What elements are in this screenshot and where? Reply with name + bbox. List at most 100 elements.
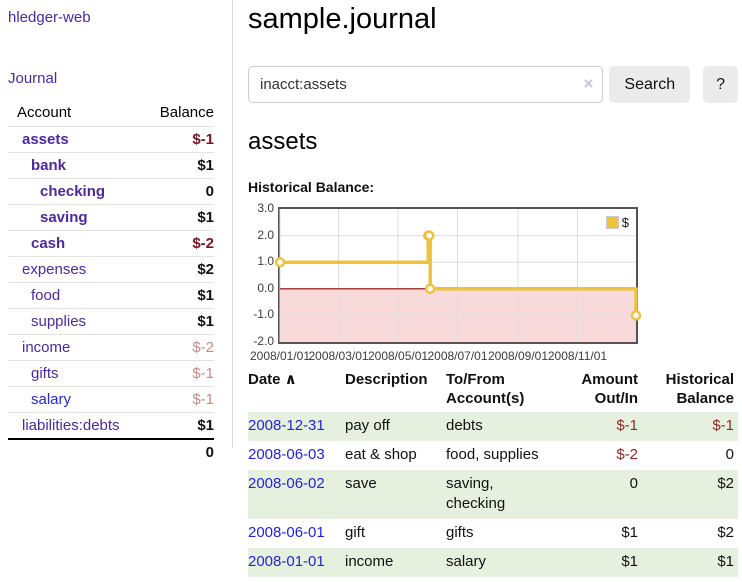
transaction-balance: 0 bbox=[725, 446, 734, 463]
account-row: cash $-2 bbox=[8, 230, 214, 256]
chart-series bbox=[274, 209, 642, 342]
account-balance: $1 bbox=[197, 417, 214, 434]
account-balance: $1 bbox=[197, 209, 214, 226]
account-balance: $1 bbox=[197, 287, 214, 304]
column-header-to-from-account-s-[interactable]: To/From Account(s) bbox=[446, 371, 525, 407]
sidebar-account-link-food[interactable]: food bbox=[31, 287, 61, 304]
y-axis-tick-label: 1.0 bbox=[257, 254, 274, 269]
column-header-amount-out-in[interactable]: Amount Out/In bbox=[581, 371, 638, 407]
transactions-header-row: Date ∧ Description To/From Account(s) Amoun… bbox=[248, 366, 738, 412]
x-axis-tick-label: 2008/09/01 bbox=[487, 349, 548, 363]
transaction-date-link[interactable]: 2008-06-03 bbox=[248, 446, 325, 463]
search-input[interactable] bbox=[248, 66, 604, 103]
transactions-body: 2008-12-31 pay off debts $-1 $-1 2008-06-03 ea… bbox=[248, 412, 738, 577]
account-balance: $-1 bbox=[192, 365, 214, 382]
balance-chart: 3.0 2.0 1.0 0.0 -1.0 -2.0 $ 2008/01/01 2008/03… bbox=[248, 201, 738, 363]
account-balance: $-2 bbox=[192, 235, 214, 252]
legend-swatch-icon bbox=[605, 216, 619, 229]
x-axis-tick-label: 2008/11/01 bbox=[547, 349, 608, 363]
transaction-amount: $1 bbox=[621, 524, 638, 541]
sidebar-account-link-supplies[interactable]: supplies bbox=[31, 313, 87, 330]
sidebar-account-link-liabilities-debts[interactable]: liabilities:debts bbox=[22, 417, 120, 434]
account-row: food $1 bbox=[8, 282, 214, 308]
account-column-header: Account bbox=[17, 104, 72, 121]
transaction-accounts: gifts bbox=[446, 524, 474, 541]
account-balance: $1 bbox=[197, 157, 214, 174]
account-row: saving $1 bbox=[8, 204, 214, 230]
sidebar-account-link-saving[interactable]: saving bbox=[40, 209, 88, 226]
clear-search-icon[interactable]: × bbox=[583, 74, 594, 93]
search-form: × Search ? bbox=[248, 66, 738, 103]
account-row: expenses $2 bbox=[8, 256, 214, 282]
account-row: salary $-1 bbox=[8, 386, 214, 412]
transaction-balance: $1 bbox=[717, 553, 734, 570]
y-axis-tick-label: 2.0 bbox=[257, 227, 274, 242]
transaction-description: pay off bbox=[345, 417, 390, 434]
sidebar-account-link-cash[interactable]: cash bbox=[31, 235, 66, 252]
transaction-date-link[interactable]: 2008-12-31 bbox=[248, 417, 325, 434]
account-row: supplies $1 bbox=[8, 308, 214, 334]
main-panel: sample.journal × Search ? assets Histori… bbox=[248, 0, 738, 577]
transaction-description: gift bbox=[345, 524, 366, 541]
sidebar-account-link-gifts[interactable]: gifts bbox=[31, 365, 59, 382]
transaction-date-link[interactable]: 2008-06-02 bbox=[248, 475, 325, 492]
column-header-description[interactable]: Description bbox=[345, 371, 428, 388]
x-axis-tick-label: 2008/01/01 bbox=[249, 349, 311, 363]
y-axis-tick-label: 3.0 bbox=[257, 201, 274, 215]
y-axis-tick-label: -1.0 bbox=[253, 307, 274, 322]
sidebar-account-link-checking[interactable]: checking bbox=[40, 183, 106, 200]
y-axis-tick-label: 0.0 bbox=[257, 280, 274, 295]
x-axis-tick-label: 2008/07/01 bbox=[427, 349, 488, 363]
transaction-balance: $-1 bbox=[712, 417, 734, 434]
transaction-amount: $-2 bbox=[616, 446, 638, 463]
accounts-table-header: Account Balance bbox=[8, 101, 214, 126]
help-button[interactable]: ? bbox=[703, 66, 738, 103]
sidebar-account-link-assets[interactable]: assets bbox=[22, 131, 69, 148]
transaction-accounts: saving, checking bbox=[446, 475, 506, 512]
balance-column-header: Balance bbox=[159, 104, 214, 121]
transaction-amount: $1 bbox=[621, 553, 638, 570]
account-row: checking 0 bbox=[8, 178, 214, 204]
account-page-title: assets bbox=[248, 128, 318, 155]
sidebar-account-link-income[interactable]: income bbox=[22, 339, 71, 356]
accounts-rows: assets $-1 bank $1 checking 0 saving $1 cash $-2 e… bbox=[8, 126, 214, 438]
transaction-accounts: salary bbox=[446, 553, 487, 570]
transaction-balance: $2 bbox=[717, 475, 734, 492]
sidebar: hledger-web Journal Account Balance asse… bbox=[0, 0, 233, 461]
transaction-row: 2008-06-03 eat & shop food, supplies $-2 0 bbox=[248, 441, 738, 470]
account-row: income $-2 bbox=[8, 334, 214, 360]
sort-ascending-icon: ∧ bbox=[280, 371, 297, 388]
sidebar-account-link-salary[interactable]: salary bbox=[31, 391, 72, 408]
column-header-date[interactable]: Date ∧ bbox=[248, 371, 297, 388]
transaction-description: income bbox=[345, 553, 394, 570]
transactions-table: Date ∧ Description To/From Account(s) Amoun… bbox=[248, 366, 738, 577]
x-axis-tick-label: 2008/05/01 bbox=[367, 349, 429, 363]
accounts-table: Account Balance assets $-1 bank $1 checking 0… bbox=[8, 101, 214, 464]
chart-heading: Historical Balance: bbox=[248, 179, 375, 195]
account-row: bank $1 bbox=[8, 152, 214, 178]
accounts-total: 0 bbox=[8, 438, 214, 464]
transaction-accounts: debts bbox=[446, 417, 483, 434]
transaction-date-link[interactable]: 2008-06-01 bbox=[248, 524, 325, 541]
transaction-amount: $-1 bbox=[616, 417, 638, 434]
chart-plot-area: $ bbox=[274, 207, 642, 344]
transaction-balance: $2 bbox=[717, 524, 734, 541]
account-balance: $2 bbox=[197, 261, 214, 278]
transaction-accounts: food, supplies bbox=[446, 446, 539, 463]
transaction-date-link[interactable]: 2008-01-01 bbox=[248, 553, 325, 570]
sidebar-account-link-expenses[interactable]: expenses bbox=[22, 261, 87, 278]
y-axis-tick-label: -2.0 bbox=[253, 334, 274, 348]
sidebar-account-link-bank[interactable]: bank bbox=[31, 157, 67, 174]
transaction-description: save bbox=[345, 475, 377, 492]
transaction-row: 2008-12-31 pay off debts $-1 $-1 bbox=[248, 412, 738, 441]
column-header-historical-balance[interactable]: Historical Balance bbox=[665, 371, 734, 407]
search-button[interactable]: Search bbox=[609, 66, 691, 103]
search-box: × bbox=[248, 66, 604, 103]
account-balance: $-2 bbox=[192, 339, 214, 356]
transaction-amount: 0 bbox=[629, 475, 638, 492]
account-balance: $1 bbox=[197, 313, 214, 330]
account-row: assets $-1 bbox=[8, 126, 214, 152]
sidebar-item-journal[interactable]: Journal bbox=[8, 70, 58, 87]
transaction-row: 2008-06-02 save saving, checking 0 $2 bbox=[248, 470, 738, 519]
app-title-link[interactable]: hledger-web bbox=[8, 9, 91, 26]
